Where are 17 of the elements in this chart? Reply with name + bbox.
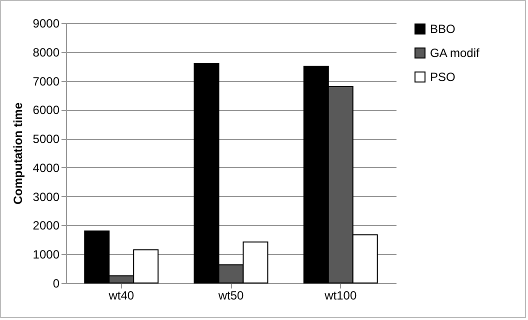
y-tick-label: 7000 [32,74,60,88]
x-tick-label: wt40 [108,288,134,302]
y-tick-label: 6000 [32,103,60,118]
x-tick-label: wt50 [217,288,244,302]
y-tick-label: 8000 [32,45,60,60]
legend-label: PSO [430,70,456,84]
y-tick-label: 9000 [32,16,60,30]
y-tick-label: 3000 [32,190,60,204]
y-tick-label: 1000 [32,248,60,262]
x-tick-label: wt100 [324,288,357,302]
y-tick-label: 5000 [32,132,60,146]
y-axis-title: Computation time [10,102,25,204]
legend-label: BBO [430,22,456,36]
y-tick-label: 2000 [32,218,60,233]
legend-label: GA modif [430,46,480,60]
y-tick-label: 0 [52,276,60,290]
y-tick-label: 4000 [32,160,60,175]
